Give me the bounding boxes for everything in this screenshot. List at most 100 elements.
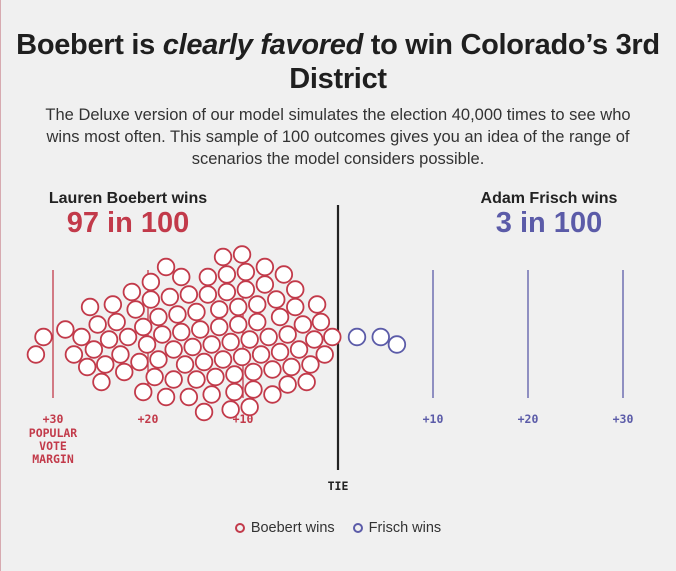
outcome-point-boebert-5 (80, 297, 100, 317)
outcome-point-boebert-30 (270, 342, 290, 362)
outcome-point-boebert-38 (77, 357, 97, 377)
outcome-point-boebert-79 (270, 307, 290, 327)
outcome-point-boebert-71 (149, 350, 168, 369)
outcome-point-boebert-70 (134, 382, 153, 402)
outcome-point-boebert-88 (248, 295, 267, 314)
outcome-point-boebert-80 (286, 280, 305, 299)
outcome-point-boebert-58 (145, 367, 164, 387)
outcome-point-boebert-10 (118, 327, 138, 347)
legend-frisch-icon (352, 523, 363, 533)
legend-frisch-label: Frisch wins (368, 520, 442, 536)
frisch-heading: Adam Frisch wins (480, 190, 618, 207)
outcome-point-boebert-85 (202, 385, 221, 404)
boebert-tally: 97 in 100 (66, 207, 190, 239)
outcome-point-boebert-14 (149, 307, 168, 327)
outcome-point-frisch-0 (347, 327, 367, 347)
outcome-point-boebert-54 (84, 340, 104, 359)
outcome-point-boebert-69 (311, 312, 331, 332)
outcome-point-boebert-89 (263, 385, 282, 404)
outcome-point-boebert-15 (156, 387, 176, 407)
outcome-point-boebert-13 (141, 290, 161, 309)
outcome-point-boebert-8 (103, 295, 123, 314)
outcome-point-boebert-75 (210, 300, 229, 319)
outcome-point-boebert-81 (141, 272, 161, 292)
outcome-point-boebert-52 (289, 340, 309, 359)
outcome-point-boebert-60 (175, 355, 195, 374)
outcome-point-boebert-83 (172, 267, 191, 287)
outcome-point-boebert-43 (153, 325, 172, 344)
outcome-point-boebert-35 (307, 295, 327, 314)
outcome-point-boebert-74 (194, 402, 214, 422)
outcome-point-boebert-96 (236, 262, 256, 282)
tick-label-frisch-1: +20 (518, 412, 539, 426)
page-title: Boebert is clearly favored to win Colora… (0, 28, 676, 96)
outcome-point-boebert-86 (217, 265, 237, 284)
outcome-point-boebert-23 (217, 282, 237, 302)
outcome-point-boebert-33 (293, 315, 313, 334)
axis-label-line-0: POPULAR (29, 426, 78, 440)
outcome-point-boebert-49 (244, 362, 263, 382)
outcome-point-boebert-36 (315, 345, 334, 364)
outcome-point-boebert-34 (301, 355, 320, 374)
outcome-point-boebert-77 (240, 397, 259, 417)
outcome-point-boebert-87 (232, 245, 252, 264)
outcome-point-boebert-94 (244, 380, 263, 399)
outcome-point-boebert-44 (168, 305, 187, 324)
outcome-point-boebert-48 (229, 315, 248, 334)
outcome-point-frisch-1 (371, 327, 390, 347)
outcome-point-boebert-2 (56, 320, 75, 339)
outcome-point-boebert-53 (305, 330, 324, 349)
outcome-point-boebert-0 (26, 345, 46, 364)
outcome-point-boebert-20 (194, 352, 214, 372)
outcome-point-boebert-46 (198, 285, 218, 304)
legend-item-frisch: Frisch wins (352, 520, 442, 536)
outcome-point-boebert-29 (263, 360, 282, 379)
outcome-point-boebert-47 (213, 350, 233, 369)
outcome-point-boebert-3 (64, 345, 84, 364)
axis-label-line-2: MARGIN (32, 452, 74, 466)
legend-boebert-icon (234, 523, 245, 533)
outcome-point-boebert-19 (187, 302, 206, 322)
outcome-point-boebert-61 (191, 320, 210, 339)
outcome-point-boebert-51 (274, 265, 294, 284)
outcome-point-boebert-21 (202, 335, 221, 354)
outcome-point-boebert-31 (278, 325, 297, 344)
boebert-heading: Lauren Boebert wins (48, 190, 208, 207)
frame-edge (0, 0, 1, 571)
outcome-point-boebert-25 (232, 347, 252, 367)
outcome-point-boebert-45 (183, 337, 202, 357)
outcome-point-boebert-68 (297, 372, 316, 392)
outcome-point-boebert-9 (111, 345, 130, 364)
outcome-point-frisch-2 (387, 335, 407, 354)
outcome-point-boebert-62 (206, 367, 225, 387)
outcome-point-boebert-26 (240, 330, 259, 349)
outcome-point-boebert-4 (72, 327, 91, 347)
frisch-tally: 3 in 100 (495, 207, 603, 239)
outcome-point-boebert-41 (122, 282, 142, 302)
outcome-point-boebert-55 (99, 330, 119, 349)
tie-label: TIE (328, 479, 349, 493)
outcome-point-boebert-56 (115, 362, 134, 382)
outcome-point-boebert-66 (267, 290, 286, 309)
outcome-point-boebert-17 (172, 322, 191, 342)
legend: Boebert wins Frisch wins (0, 520, 676, 537)
outcome-point-boebert-57 (130, 352, 149, 372)
outcome-point-boebert-42 (137, 335, 157, 354)
outcome-point-boebert-6 (88, 315, 107, 334)
outcome-point-boebert-84 (187, 370, 206, 389)
tick-label-boebert-0: +30 (43, 412, 64, 426)
outcome-point-boebert-92 (213, 247, 233, 267)
outcome-point-boebert-93 (229, 297, 248, 317)
outcome-point-boebert-7 (96, 355, 115, 374)
outcome-point-boebert-65 (251, 345, 271, 364)
outcome-point-boebert-78 (255, 257, 275, 277)
outcome-point-boebert-63 (221, 332, 240, 352)
outcome-point-boebert-39 (92, 372, 111, 392)
tick-label-boebert-1: +20 (138, 412, 159, 426)
legend-boebert-label: Boebert wins (250, 520, 335, 536)
outcome-point-boebert-12 (134, 317, 153, 337)
outcome-point-boebert-22 (210, 317, 229, 337)
outcome-point-boebert-67 (282, 357, 301, 377)
legend-item-boebert: Boebert wins (234, 520, 335, 536)
